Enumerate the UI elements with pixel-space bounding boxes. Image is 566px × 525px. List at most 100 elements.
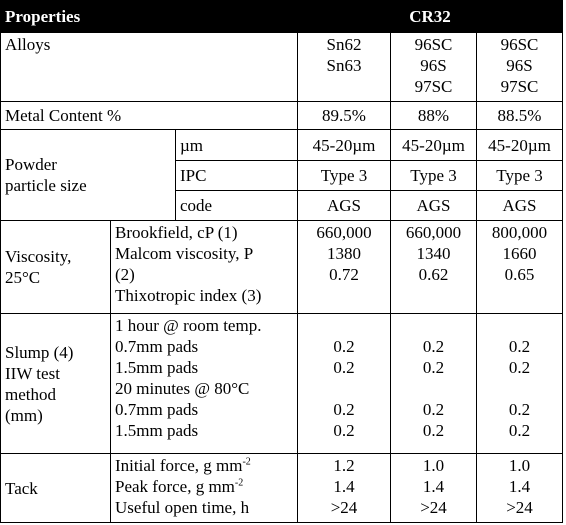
row-label: Alloys [5,35,51,54]
value: Type 3 [410,166,457,185]
value: 0.2 [422,421,445,440]
sub-label-sup: -2 [242,456,251,468]
value: 97SC [414,77,453,96]
label-cell: Tack [0,453,111,523]
sub-label-cell: Initial force, g mm-2 Peak force, g mm-2 U… [110,453,298,523]
value: 45-20µm [488,135,551,155]
sub-label-cell: Brookfield, cP (1) Malcom viscosity, P (2)… [110,220,298,314]
value: 660,000 [405,223,462,242]
value: >24 [330,498,358,517]
value: 0.2 [333,358,355,377]
value-cell: 88.5% [476,101,563,130]
label-cell: Slump (4) IIW test method (mm) [0,313,111,454]
value-cell: 1.2 1.4 >24 [297,453,391,523]
label-cell: Viscosity, 25°C [0,220,111,314]
sub-label: µm [180,135,204,155]
value-cell: 0.2 0.2 0.2 0.2 [297,313,391,454]
value: 0.72 [329,265,359,284]
row-label: (mm) [5,405,43,425]
value: 1.2 [333,456,355,475]
sub-label-cell: code [175,190,298,221]
header-product: CR32 [409,7,451,26]
sub-label-cell: IPC [175,160,298,191]
value-cell: 45-20µm [476,129,563,161]
value: 89.5% [322,106,366,125]
row-label: Slump (4) [5,342,74,362]
value-cell: Type 3 [476,160,563,191]
value: 1.0 [422,456,445,475]
value: >24 [506,498,533,517]
sub-label-sup: -2 [234,477,244,489]
row-label: Metal Content % [5,106,122,125]
row-label: 25°C [5,268,41,287]
header-properties: Properties [5,7,81,26]
value: Type 3 [320,166,368,185]
value-cell: 660,000 1380 0.72 [297,220,391,314]
sub-label-cell: µm [175,129,298,161]
value: 800,000 [491,223,548,242]
value: >24 [420,498,447,517]
value: 0.2 [508,400,531,419]
value-cell: Type 3 [390,160,477,191]
sub-label: code [180,196,213,215]
value: 1.4 [422,477,445,496]
sub-label: Brookfield, cP (1) [115,223,238,242]
value: 96SC [414,35,453,54]
sub-label: 0.7mm pads [115,400,199,419]
value: AGS [326,196,361,215]
row-label: particle size [5,176,87,195]
value: 0.2 [333,421,355,440]
value-cell: 45-20µm [297,129,391,161]
value: 45-20µm [312,135,376,155]
sub-label: (2) [115,265,135,284]
value: 45-20µm [402,135,465,155]
value-cell: Sn62 Sn63 [297,32,391,102]
sub-label-text: Peak force, g mm [115,477,235,496]
value: 1660 [502,244,537,263]
value-cell: AGS [476,190,563,221]
label-cell: Alloys [0,32,298,102]
sub-label: Peak force, g mm-2 [115,476,293,497]
value-cell: AGS [297,190,391,221]
row-label: method [5,384,56,404]
value: 660,000 [316,223,372,242]
value: Type 3 [496,166,543,185]
label-cell: Powder particle size [0,129,176,221]
sub-label-text: Initial force, g mm [115,456,243,475]
value: 1.4 [508,477,531,496]
sub-label: 1.5mm pads [115,421,199,440]
value-cell: 89.5% [297,101,391,130]
value: AGS [502,196,537,215]
value: Sn63 [326,56,362,75]
value-cell: AGS [390,190,477,221]
value: 0.2 [422,400,445,419]
value-cell: 0.2 0.2 0.2 0.2 [476,313,563,454]
value: 0.2 [333,400,355,419]
value: 0.2 [508,421,531,440]
value-cell: 96SC 96S 97SC [390,32,477,102]
label-cell: Metal Content % [0,101,298,130]
value: 0.2 [508,358,531,377]
value: 0.2 [422,337,445,356]
value: 0.2 [333,337,355,356]
value: 1380 [327,244,361,263]
value-cell: 800,000 1660 0.65 [476,220,563,314]
sub-label: 1.5mm pads [115,358,199,377]
sub-label: Thixotropic index (3) [115,286,262,305]
value: 88% [417,106,450,125]
row-label: Tack [5,478,38,498]
sub-label: Useful open time, h [115,498,250,517]
value-cell: 96SC 96S 97SC [476,32,563,102]
sub-label: IPC [180,166,207,185]
value: 96S [420,56,447,75]
sub-label: Initial force, g mm-2 [115,455,293,476]
sub-label: 1 hour @ room temp. [115,316,262,335]
row-label: IIW test [5,363,60,383]
header-cell: Properties [0,0,298,33]
value-cell: 0.2 0.2 0.2 0.2 [390,313,477,454]
value: AGS [416,196,451,215]
value: 1340 [416,244,451,263]
value-cell: 660,000 1340 0.62 [390,220,477,314]
value: 0.2 [422,358,445,377]
